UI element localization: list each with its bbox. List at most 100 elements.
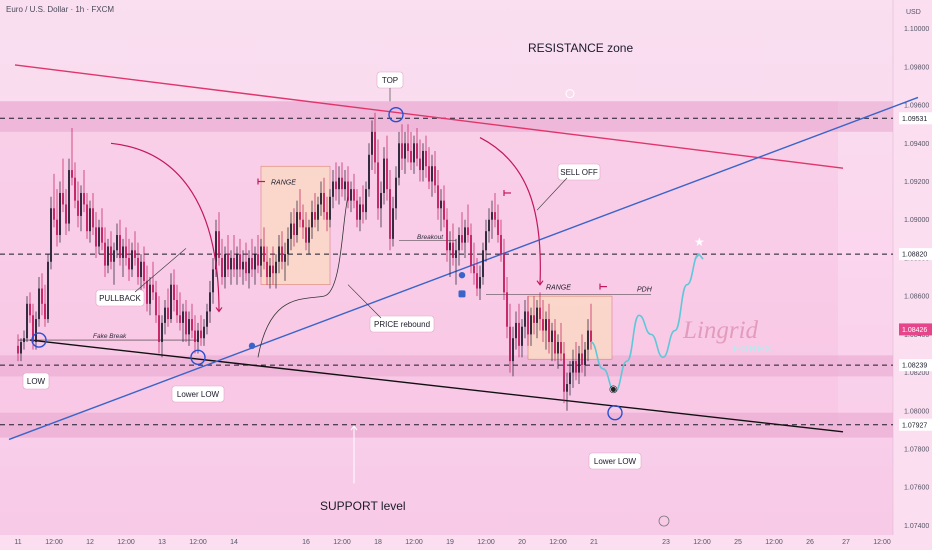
candle [26, 296, 28, 343]
pivot-circle [190, 349, 206, 366]
candle [65, 189, 67, 236]
candle-body [110, 246, 112, 262]
candle [479, 265, 481, 300]
candle [53, 173, 55, 228]
candle [77, 181, 79, 228]
pullback-label-bg [95, 289, 145, 307]
candle-body [449, 242, 451, 251]
candle [218, 212, 220, 266]
candle-body [338, 177, 340, 190]
candle [197, 322, 199, 354]
x-tick-label: 12:00 [873, 539, 891, 546]
candle-body [479, 277, 481, 289]
candle-body [278, 246, 280, 262]
candle [164, 299, 166, 335]
candle [428, 147, 430, 190]
candle [269, 257, 271, 289]
candle-body [374, 131, 376, 163]
candle-body [104, 242, 106, 266]
candle [143, 246, 145, 289]
candle-body [533, 315, 535, 323]
candle-body [353, 189, 355, 201]
candle [212, 257, 214, 304]
candle-body [176, 299, 178, 316]
candle-body [494, 212, 496, 220]
trendline-lower-black [29, 339, 844, 433]
candle [506, 277, 508, 339]
candle-body [386, 158, 388, 190]
candle [185, 299, 187, 343]
candle [497, 204, 499, 243]
price-label-bg [899, 359, 932, 372]
candle [557, 334, 559, 369]
y-tick-label: 1.09600 [904, 103, 929, 110]
candle-body [581, 353, 583, 365]
candle-body [455, 250, 457, 258]
candle-body [20, 342, 22, 354]
candle [62, 158, 64, 213]
candle [425, 135, 427, 178]
candle-body [77, 200, 79, 216]
x-tick-label: 12 [86, 539, 94, 546]
candle [533, 296, 535, 335]
candle-body [539, 307, 541, 320]
candle-body [368, 154, 370, 190]
x-tick-label: 27 [842, 539, 850, 546]
candle-body [503, 254, 505, 293]
candle [494, 192, 496, 228]
candle [488, 208, 490, 243]
candle-body [269, 265, 271, 278]
candle [536, 299, 538, 339]
candle [374, 112, 376, 174]
candle [518, 303, 520, 358]
price-axis[interactable] [893, 0, 932, 535]
candle [179, 292, 181, 331]
candle-body [302, 219, 304, 228]
candle-body [74, 177, 76, 201]
candle [248, 250, 250, 289]
range-label-2: RANGE [546, 285, 571, 292]
candle-body [305, 227, 307, 243]
candle [314, 192, 316, 228]
candle-body [62, 192, 64, 205]
selloff-connector [536, 177, 568, 211]
candle-body [284, 254, 286, 262]
lower-low-label-2: Lower LOW [588, 452, 642, 470]
candle [335, 162, 337, 201]
candle-body [170, 284, 172, 320]
candle [98, 219, 100, 255]
candle-body [425, 150, 427, 167]
candle [527, 296, 529, 346]
candle-body [431, 166, 433, 182]
candle [29, 292, 31, 323]
lower-low-label-1: Lower LOW [171, 385, 225, 403]
candle [227, 235, 229, 278]
candle [266, 246, 268, 285]
top-label-text: TOP [382, 76, 398, 85]
candle [554, 319, 556, 362]
x-tick-label: 12:00 [333, 539, 351, 546]
price-label-text: 1.08820 [902, 252, 927, 259]
candle [416, 128, 418, 167]
candle [167, 288, 169, 327]
candle [509, 303, 511, 373]
x-tick-label: 12:00 [693, 539, 711, 546]
candle-body [488, 219, 490, 232]
candle [71, 128, 73, 186]
candle [545, 311, 547, 350]
candle-body [395, 177, 397, 209]
candle [551, 322, 553, 362]
candle-body [242, 261, 244, 270]
candle [140, 254, 142, 293]
candle [485, 219, 487, 262]
candle [440, 189, 442, 232]
pullback-label: PULLBACK [95, 289, 145, 307]
candle-body [551, 330, 553, 343]
y-tick-label: 1.08200 [904, 370, 929, 377]
trendline-ascending-blue [8, 96, 919, 441]
candle-body [542, 319, 544, 331]
time-axis[interactable] [0, 535, 932, 550]
candle-body [224, 254, 226, 278]
candle-body [491, 212, 493, 220]
